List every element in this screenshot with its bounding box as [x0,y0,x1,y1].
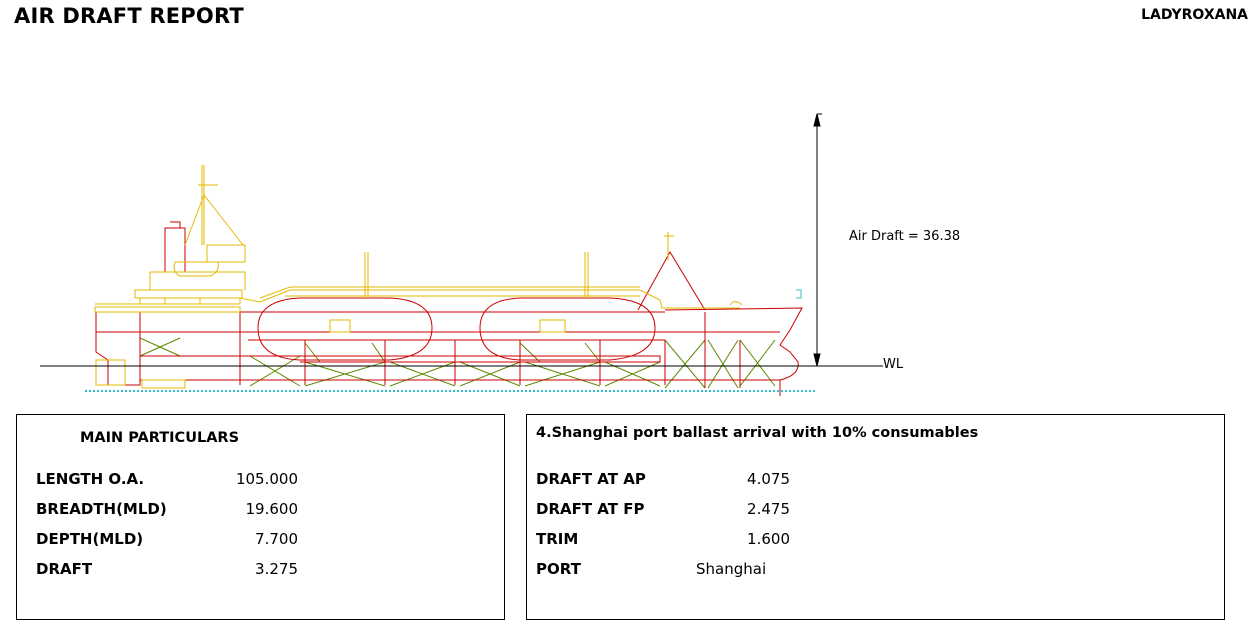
report-title: AIR DRAFT REPORT [14,4,244,28]
particular-value: 3.275 [255,560,298,578]
condition-label: DRAFT AT FP [536,500,645,518]
ship-name: LADYROXANA [1141,7,1248,23]
condition-value: Shanghai [696,560,767,578]
main-particulars-panel: MAIN PARTICULARS LENGTH O.A. 105.000 BRE… [16,414,505,620]
particular-row-length: LENGTH O.A. 105.000 [36,470,298,490]
particular-row-draft: DRAFT 3.275 [36,560,298,580]
particular-row-breadth: BREADTH(MLD) 19.600 [36,500,298,520]
particular-label: LENGTH O.A. [36,470,145,488]
particular-value: 7.700 [255,530,298,548]
fwd-mark [796,289,802,299]
particular-label: DEPTH(MLD) [36,530,144,548]
air-draft-dimension [813,113,822,367]
condition-row-draft-fp: DRAFT AT FP 2.475 [536,500,790,520]
particular-value: 19.600 [245,500,299,518]
condition-row-trim: TRIM 1.600 [536,530,790,550]
loading-condition-panel: 4.Shanghai port ballast arrival with 10%… [526,414,1225,620]
hull-outline [95,221,803,396]
condition-value: 1.600 [747,530,790,548]
wl-label: WL [883,357,904,372]
ship-profile-drawing: WL Air Draft = 36.38 [40,113,960,396]
condition-row-port: PORT Shanghai [536,560,790,580]
condition-title: 4.Shanghai port ballast arrival with 10%… [536,425,979,441]
condition-row-draft-ap: DRAFT AT AP 4.075 [536,470,790,490]
condition-value: 2.475 [747,500,790,518]
main-particulars-title: MAIN PARTICULARS [80,430,240,446]
particular-label: DRAFT [36,560,93,578]
air-draft-label: Air Draft = 36.38 [849,229,960,244]
deck-structure [94,165,743,389]
condition-label: TRIM [536,530,579,548]
condition-value: 4.075 [747,470,790,488]
condition-label: PORT [536,560,581,578]
condition-label: DRAFT AT AP [536,470,646,488]
particular-value: 105.000 [235,470,298,488]
particular-label: BREADTH(MLD) [36,500,167,518]
hull-bracing [139,337,776,389]
particular-row-depth: DEPTH(MLD) 7.700 [36,530,298,550]
